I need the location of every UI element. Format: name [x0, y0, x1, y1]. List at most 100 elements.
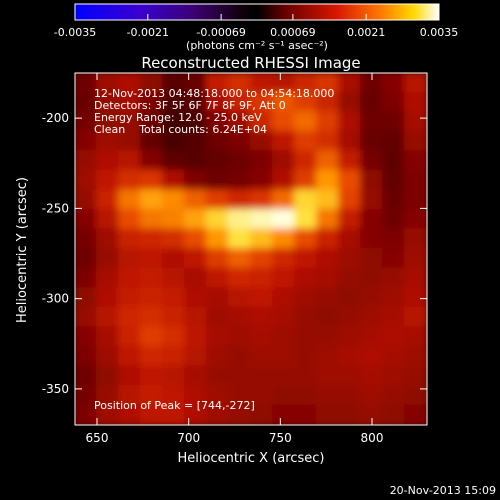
heatmap-cell: [404, 169, 427, 192]
heatmap-cell: [294, 91, 318, 114]
y-tick-label: -250: [42, 201, 69, 215]
heatmap-cell: [272, 306, 296, 329]
heatmap-cell: [118, 248, 142, 270]
heatmap-cell: [96, 208, 120, 231]
heatmap-cell: [316, 73, 340, 94]
heatmap-cell: [404, 326, 427, 348]
plot-frame: [74, 72, 428, 426]
heatmap-cell: [382, 306, 406, 329]
heatmap-cell: [96, 248, 120, 270]
heatmap-image: [75, 73, 427, 425]
heatmap-cell: [404, 228, 427, 250]
heatmap-cell: [206, 287, 230, 309]
heatmap-cell: [75, 306, 98, 329]
x-tick-label: 650: [86, 431, 109, 445]
heatmap-cell: [75, 248, 98, 270]
heatmap-cell: [404, 287, 427, 309]
heatmap-cell: [228, 267, 252, 290]
heatmap-cell: [206, 228, 230, 250]
heatmap-cell: [294, 169, 318, 192]
heatmap-cell: [162, 228, 186, 250]
heatmap-cell: [162, 73, 186, 94]
heatmap-cell: [338, 228, 362, 250]
heatmap-cell: [118, 130, 142, 153]
heatmap-cell: [140, 228, 164, 250]
x-tick-label: 700: [177, 431, 200, 445]
heatmap-cell: [228, 248, 252, 270]
colorbar: [74, 3, 440, 21]
heatmap-cell: [360, 228, 384, 250]
heatmap-cell: [118, 150, 142, 172]
heatmap-cell: [162, 287, 186, 309]
colorbar-tick-label: -0.0035: [54, 26, 96, 39]
chart-title: Reconstructed RHESSI Image: [141, 54, 360, 72]
y-tick-label: -350: [42, 382, 69, 396]
heatmap-cell: [140, 345, 164, 368]
heatmap-cell: [360, 169, 384, 192]
heatmap-cell: [316, 208, 340, 231]
heatmap-cell: [316, 306, 340, 329]
heatmap-cell: [228, 345, 252, 368]
heatmap-cell: [250, 208, 274, 231]
heatmap-cell: [272, 404, 296, 425]
heatmap-cell: [96, 384, 120, 407]
heatmap-cell: [404, 91, 427, 114]
heatmap-cell: [338, 326, 362, 348]
heatmap-cell: [360, 384, 384, 407]
x-tick-label: 750: [269, 431, 292, 445]
heatmap-cell: [184, 208, 208, 231]
heatmap-cell: [162, 384, 186, 407]
heatmap-cell: [184, 306, 208, 329]
heatmap-cell: [96, 150, 120, 172]
heatmap-cell: [184, 150, 208, 172]
heatmap-cell: [228, 326, 252, 348]
heatmap-cell: [360, 365, 384, 387]
heatmap-cell: [294, 228, 318, 250]
heatmap-cell: [162, 306, 186, 329]
heatmap-cell: [140, 111, 164, 133]
heatmap-cell: [96, 404, 120, 425]
heatmap-cell: [206, 326, 230, 348]
heatmap-cell: [382, 267, 406, 290]
heatmap-cell: [338, 345, 362, 368]
heatmap-cell: [75, 267, 98, 290]
heatmap-cell: [75, 150, 98, 172]
heatmap-cell: [382, 228, 406, 250]
heatmap-cell: [206, 130, 230, 153]
heatmap-cell: [250, 365, 274, 387]
heatmap-cell: [404, 189, 427, 211]
heatmap-cell: [250, 111, 274, 133]
heatmap-cell: [96, 345, 120, 368]
heatmap-cell: [96, 267, 120, 290]
heatmap-cell: [140, 91, 164, 114]
annotation-peak-position: Position of Peak = [744,-272]: [94, 399, 255, 412]
heatmap-cell: [162, 345, 186, 368]
heatmap-cell: [272, 150, 296, 172]
heatmap-cell: [118, 189, 142, 211]
heatmap-cell: [316, 169, 340, 192]
heatmap-cell: [250, 326, 274, 348]
heatmap-cell: [162, 189, 186, 211]
heatmap-cell: [382, 345, 406, 368]
heatmap-cell: [382, 326, 406, 348]
heatmap-cell: [228, 130, 252, 153]
heatmap-cell: [338, 306, 362, 329]
heatmap-cell: [118, 306, 142, 329]
heatmap-cell: [184, 384, 208, 407]
heatmap-cell: [206, 150, 230, 172]
colorbar-tick-label: 0.0021: [347, 26, 386, 39]
colorbar-tick-label: 0.0035: [420, 26, 459, 39]
heatmap-cell: [250, 228, 274, 250]
heatmap-cell: [294, 73, 318, 94]
heatmap-cell: [228, 91, 252, 114]
heatmap-cell: [140, 208, 164, 231]
heatmap-cell: [294, 287, 318, 309]
heatmap-cell: [338, 130, 362, 153]
heatmap-cell: [382, 111, 406, 133]
heatmap-cell: [184, 345, 208, 368]
heatmap-cell: [118, 345, 142, 368]
heatmap-cell: [316, 384, 340, 407]
heatmap-cell: [140, 189, 164, 211]
heatmap-cell: [96, 91, 120, 114]
heatmap-cell: [118, 73, 142, 94]
